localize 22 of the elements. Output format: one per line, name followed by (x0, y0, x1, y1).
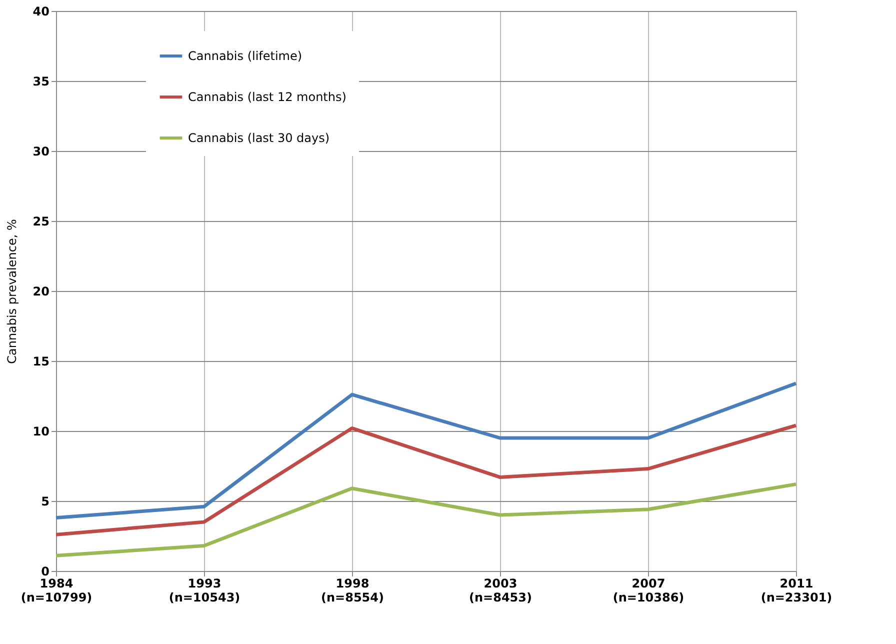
x-tick-label: 2011 (n=23301) (760, 576, 832, 604)
x-tick-label: 1993 (n=10543) (168, 576, 240, 604)
y-tick-label: 15 (32, 354, 50, 368)
x-tick-label: 2007 (n=10386) (612, 576, 684, 604)
y-tick-label: 10 (32, 424, 50, 438)
x-tick-label: 2003 (n=8453) (469, 576, 532, 604)
y-tick-label: 25 (32, 214, 50, 228)
line-series (54, 382, 798, 520)
line-series (54, 424, 798, 536)
y-tick-label: 40 (32, 4, 50, 18)
y-tick-label: 30 (32, 144, 50, 158)
line-series (54, 482, 798, 558)
y-axis-title: Cannabis prevalence, % (4, 219, 19, 364)
x-tick-label: 1998 (n=8554) (321, 576, 384, 604)
x-tick-label: 1984 (n=10799) (20, 576, 92, 604)
y-tick-label: 20 (32, 284, 50, 298)
legend-label: Cannabis (last 30 days) (188, 131, 330, 145)
legend-label: Cannabis (last 12 months) (188, 90, 346, 104)
y-tick-label: 5 (41, 494, 50, 508)
y-tick-label: 35 (32, 74, 50, 88)
y-tick-label: 0 (41, 564, 50, 578)
legend-label: Cannabis (lifetime) (188, 49, 302, 63)
